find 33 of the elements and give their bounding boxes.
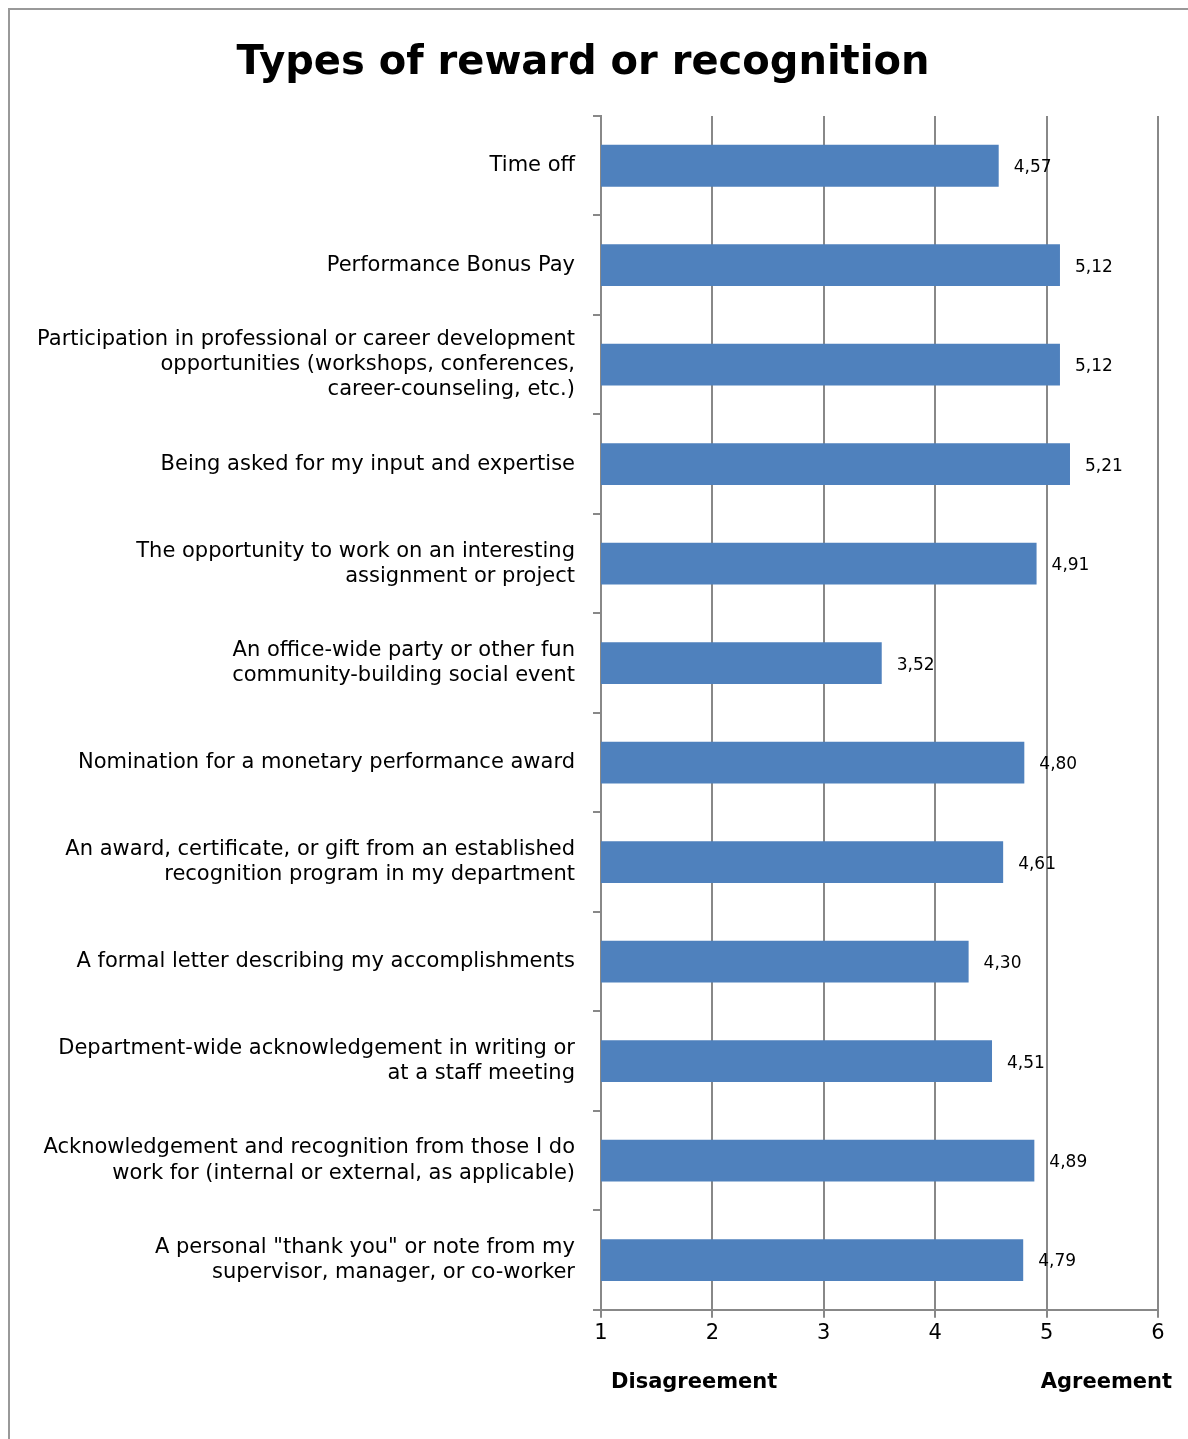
x-tick-label: 2: [705, 1319, 720, 1344]
x-tick-label: 1: [594, 1319, 608, 1344]
y-tick-label: Being asked for my input and expertise: [160, 450, 575, 475]
y-tick-label: An office-wide party or other fun community-building social event: [232, 637, 575, 687]
data-label: 4,91: [1051, 554, 1090, 575]
y-tick-label: Department-wide acknowledgement in writing or at a staff meeting: [58, 1034, 576, 1085]
y-tick-label: Acknowledgement and recognition from those I do work for (internal or external, as applicable): [43, 1134, 575, 1184]
data-label: 4,57: [1013, 156, 1052, 177]
y-tick-label: An award, certificate, or gift from an established recognition program in my department: [65, 835, 575, 886]
data-label: 5,21: [1084, 454, 1123, 475]
data-label: 4,80: [1039, 753, 1078, 774]
x-tick-label: 3: [817, 1319, 831, 1344]
chart-title: Types of reward or recognition: [236, 37, 930, 84]
data-label: 4,30: [983, 952, 1022, 973]
y-tick-label: The opportunity to work on an interesting assignment or project: [135, 537, 575, 587]
text: Disagreement: [611, 1368, 778, 1393]
data-label: 5,12: [1074, 255, 1113, 276]
data-label: 4,51: [1007, 1051, 1045, 1072]
data-label: 3,52: [896, 653, 935, 674]
data-label: 4,61: [1018, 852, 1057, 873]
x-tick-label: 5: [1039, 1319, 1054, 1344]
x-tick-label: 4: [928, 1319, 942, 1344]
y-tick-label: Performance Bonus Pay: [326, 251, 575, 276]
text: Agreement: [1040, 1368, 1172, 1393]
y-tick-label: Nomination for a monetary performance award: [77, 749, 575, 774]
data-label: 4,79: [1038, 1250, 1077, 1271]
data-label: 5,12: [1074, 355, 1113, 376]
y-tick-label: Time off: [488, 152, 576, 177]
y-tick-label: A personal "thank you" or note from my supervisor, manager, or co-worker: [154, 1233, 576, 1284]
y-tick-label: A formal letter describing my accomplishments: [76, 948, 575, 973]
data-label: 4,89: [1049, 1151, 1088, 1171]
x-tick-label: 6: [1151, 1319, 1165, 1344]
y-tick-label: Participation in professional or career development opportunities (workshops, conferences, career-counseling, etc.): [37, 325, 575, 401]
